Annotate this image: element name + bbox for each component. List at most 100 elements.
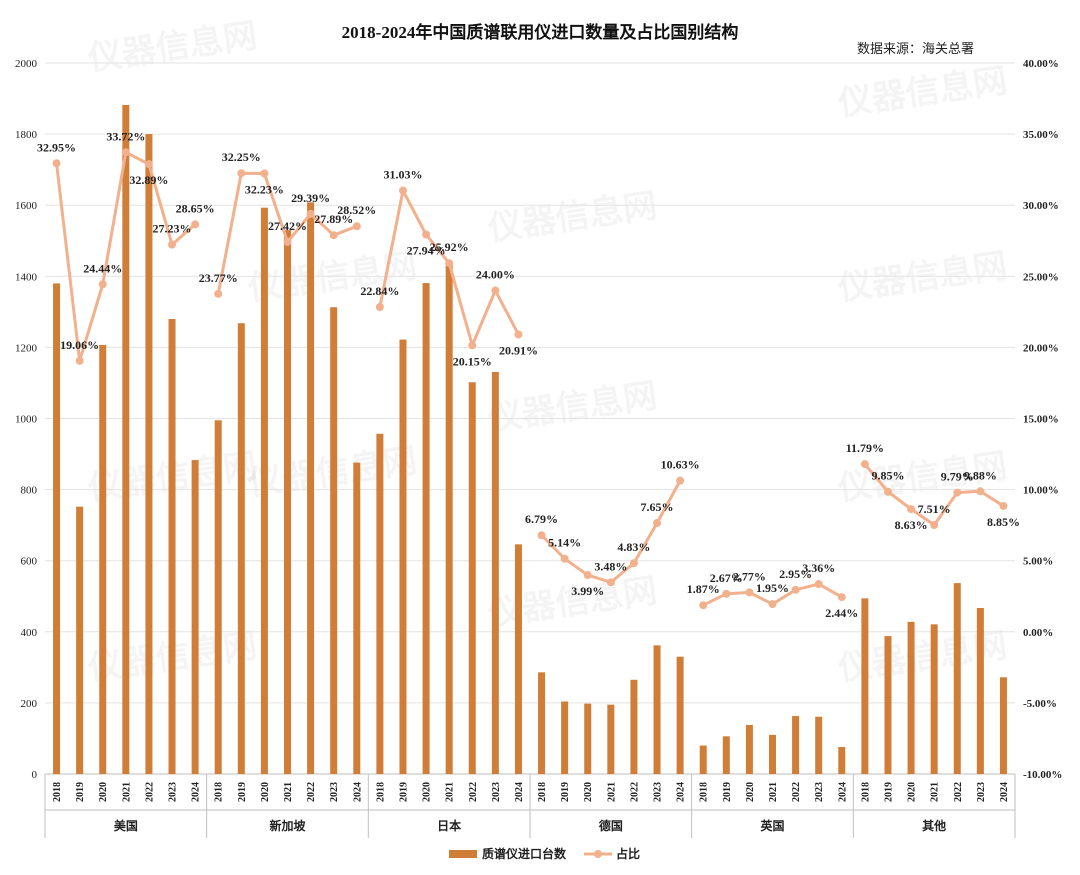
x-year-label: 2021	[930, 782, 941, 802]
bar-英国-2022	[792, 716, 800, 774]
y-right-tick-label: -10.00%	[1023, 769, 1062, 781]
bar-英国-2018	[699, 745, 707, 774]
ratio-point	[814, 580, 823, 589]
x-year-label: 2019	[560, 782, 571, 802]
legend-bar-swatch	[449, 850, 477, 858]
y-right-tick-label: 35.00%	[1023, 129, 1059, 141]
bar-日本-2020	[422, 283, 430, 774]
y-left-tick-label: 600	[21, 556, 38, 568]
x-year-label: 2018	[860, 782, 871, 802]
x-year-label: 2019	[722, 782, 733, 802]
x-year-label: 2021	[283, 782, 294, 802]
ratio-data-label: 1.95%	[756, 581, 789, 595]
x-year-label: 2020	[260, 782, 271, 802]
y-right-tick-label: 20.00%	[1023, 342, 1059, 354]
bar-其他-2018	[861, 598, 869, 774]
x-group-label: 美国	[114, 818, 138, 833]
x-year-label: 2018	[699, 782, 710, 802]
bar-德国-2020	[584, 703, 592, 774]
ratio-data-label: 8.63%	[895, 518, 928, 532]
x-year-label: 2023	[653, 782, 664, 802]
bar-美国-2021	[122, 104, 130, 775]
legend-bar-label: 质谱仪进口台数	[482, 846, 567, 861]
y-right-tick-label: 5.00%	[1023, 556, 1053, 568]
y-left-tick-label: 200	[21, 698, 38, 710]
x-year-label: 2024	[352, 782, 363, 802]
bar-其他-2024	[999, 677, 1007, 774]
x-year-label: 2024	[514, 782, 525, 802]
bar-日本-2021	[445, 263, 453, 774]
x-year-label: 2020	[907, 782, 918, 802]
ratio-data-label: 23.77%	[199, 271, 238, 285]
ratio-data-label: 9.88%	[964, 468, 997, 482]
ratio-data-label: 6.79%	[525, 512, 558, 526]
watermark-text: 仪器信息网	[85, 16, 260, 78]
x-year-label: 2022	[791, 782, 802, 802]
y-right-tick-label: 0.00%	[1023, 627, 1053, 639]
ratio-data-label: 32.89%	[129, 173, 168, 187]
x-year-label: 2022	[306, 782, 317, 802]
x-year-label: 2022	[468, 782, 479, 802]
x-year-label: 2020	[745, 782, 756, 802]
ratio-point	[653, 519, 662, 528]
ratio-point	[860, 460, 869, 469]
ratio-point	[260, 169, 269, 178]
bar-新加坡-2019	[237, 323, 245, 774]
ratio-data-label: 3.99%	[571, 584, 604, 598]
ratio-data-label: 32.23%	[245, 182, 284, 196]
y-left-tick-label: 1400	[15, 271, 38, 283]
x-year-label: 2023	[814, 782, 825, 802]
bar-德国-2023	[653, 645, 661, 774]
ratio-data-label: 22.84%	[360, 284, 399, 298]
y-right-tick-label: -5.00%	[1023, 698, 1057, 710]
ratio-data-label: 11.79%	[846, 441, 884, 455]
ratio-data-label: 24.44%	[83, 261, 122, 275]
watermark-text: 仪器信息网	[485, 376, 660, 438]
x-year-label: 2021	[121, 782, 132, 802]
x-year-label: 2019	[398, 782, 409, 802]
bar-英国-2021	[769, 734, 776, 774]
y-left-tick-label: 1000	[15, 414, 38, 426]
ratio-point	[237, 169, 246, 178]
ratio-data-label: 27.23%	[153, 222, 192, 236]
x-year-label: 2022	[953, 782, 964, 802]
ratio-data-label: 9.85%	[871, 469, 904, 483]
ratio-point	[121, 148, 130, 157]
data-source-note: 数据来源：海关总署	[856, 42, 974, 57]
x-year-label: 2023	[976, 782, 987, 802]
bar-美国-2024	[191, 460, 199, 774]
y-right-tick-label: 30.00%	[1023, 200, 1059, 212]
legend-line-marker	[594, 850, 602, 858]
ratio-point	[837, 593, 846, 602]
ratio-point	[445, 259, 454, 268]
x-group-label: 其他	[922, 818, 946, 833]
x-year-label: 2021	[445, 782, 456, 802]
x-year-label: 2023	[491, 782, 502, 802]
x-year-label: 2019	[237, 782, 248, 802]
bar-日本-2019	[399, 339, 407, 774]
bar-美国-2018	[53, 283, 61, 774]
x-year-label: 2023	[329, 782, 340, 802]
ratio-point	[745, 588, 754, 597]
watermark-text: 仪器信息网	[245, 246, 420, 308]
x-year-label: 2018	[214, 782, 225, 802]
bar-新加坡-2023	[330, 307, 338, 774]
y-right-tick-label: 25.00%	[1023, 271, 1059, 283]
ratio-data-label: 28.52%	[337, 203, 376, 217]
ratio-point	[75, 356, 84, 365]
bar-新加坡-2021	[284, 230, 291, 774]
ratio-point	[491, 286, 500, 295]
bar-其他-2020	[907, 621, 915, 774]
x-year-label: 2021	[606, 782, 617, 802]
watermark-text: 仪器信息网	[835, 61, 1010, 123]
bar-英国-2020	[745, 724, 753, 774]
ratio-point	[999, 501, 1008, 510]
x-year-label: 2024	[999, 782, 1010, 802]
bar-日本-2018	[376, 433, 384, 774]
ratio-data-label: 10.63%	[661, 458, 700, 472]
x-year-label: 2018	[375, 782, 386, 802]
y-right-tick-label: 15.00%	[1023, 414, 1059, 426]
ratio-point	[907, 505, 916, 514]
bar-新加坡-2024	[353, 462, 361, 774]
ratio-data-label: 4.83%	[617, 540, 650, 554]
